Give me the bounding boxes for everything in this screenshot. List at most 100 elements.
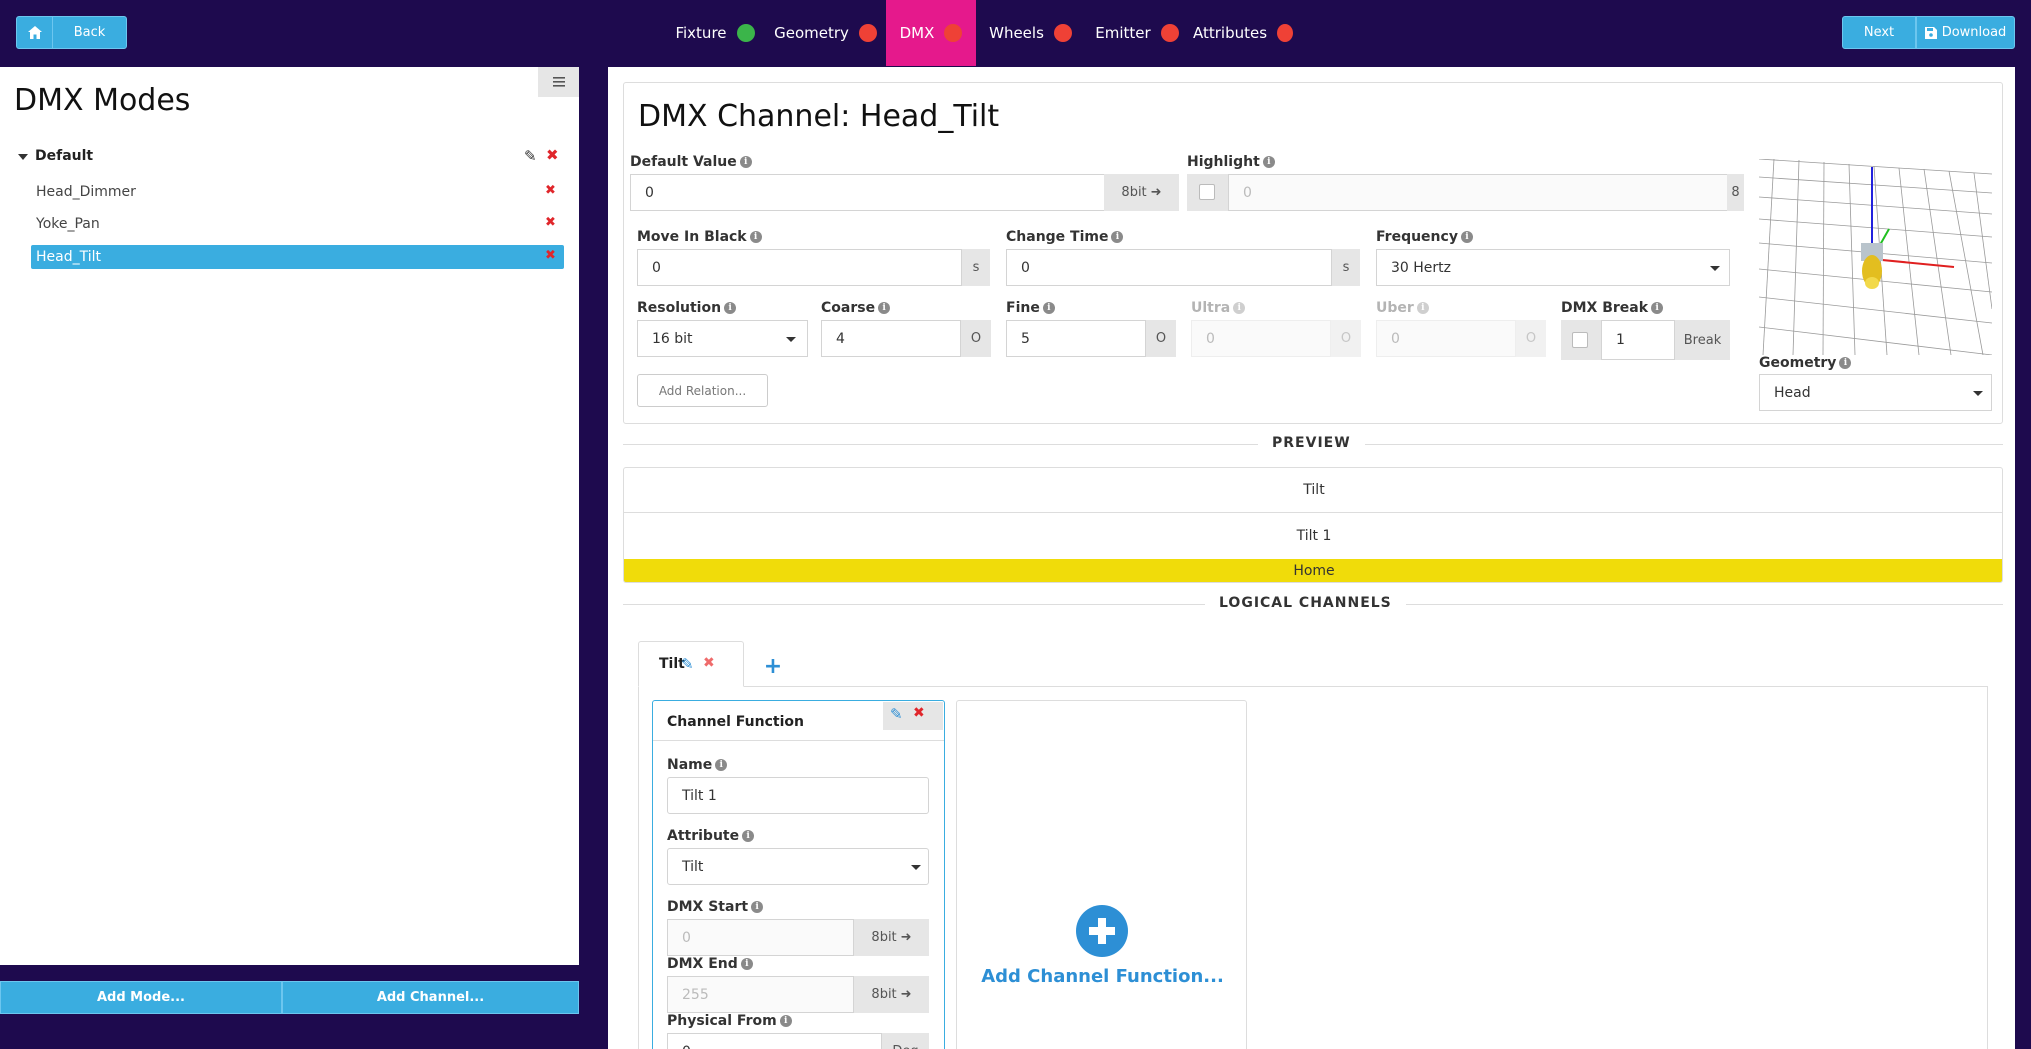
- chevron-right-icon: ➜: [900, 930, 912, 945]
- list-item[interactable]: Yoke_Pan ✖: [31, 211, 564, 237]
- delete-mode-icon[interactable]: ✖: [546, 146, 559, 164]
- highlight-checkbox[interactable]: [1199, 184, 1215, 200]
- mode-row-default[interactable]: Default ✎ ✖: [14, 145, 564, 171]
- attribute-select[interactable]: Tilt: [667, 848, 929, 885]
- bit-toggle-button[interactable]: 8bit ➜: [1104, 174, 1179, 211]
- plus-circle-icon: [1076, 905, 1128, 957]
- tab-fixture-label: Fixture: [675, 24, 727, 42]
- geometry-3d-preview[interactable]: [1758, 158, 1993, 356]
- chevron-right-icon: ➜: [1150, 185, 1162, 200]
- info-icon: i: [1233, 302, 1246, 314]
- status-error-icon: [1277, 24, 1293, 42]
- list-item[interactable]: Head_Dimmer ✖: [31, 179, 564, 205]
- status-error-icon: [1053, 24, 1072, 42]
- geometry-select[interactable]: Head: [1759, 374, 1992, 411]
- add-channel-function-button[interactable]: Add Channel Function...: [956, 700, 1247, 1049]
- preview-row-home: Home: [624, 559, 2002, 582]
- info-icon: i: [779, 1015, 792, 1027]
- info-icon: i: [878, 302, 891, 314]
- delete-channel-icon[interactable]: ✖: [545, 183, 556, 198]
- list-item-selected[interactable]: Head_Tilt ✖: [31, 245, 564, 269]
- dmx-start-input[interactable]: 0: [667, 919, 854, 956]
- logical-tabs-container: [638, 686, 1988, 1049]
- coarse-addon[interactable]: O: [961, 320, 991, 357]
- fine-addon[interactable]: O: [1146, 320, 1176, 357]
- info-icon: i: [740, 958, 753, 970]
- channel-card: DMX Channel: Head_Tilt Default Value i 0 …: [623, 82, 2003, 424]
- bit-toggle-button[interactable]: 8bit ➜: [854, 919, 929, 956]
- seconds-unit: s: [1332, 249, 1360, 286]
- preview-title: PREVIEW: [1258, 435, 1365, 451]
- next-button[interactable]: Next: [1842, 16, 1916, 49]
- highlight-input[interactable]: 0: [1228, 174, 1728, 211]
- edit-icon[interactable]: ✎: [890, 705, 903, 723]
- tab-geometry-label: Geometry: [774, 24, 849, 42]
- dmx-break-input[interactable]: 1: [1601, 320, 1675, 360]
- delete-channel-icon[interactable]: ✖: [545, 215, 556, 230]
- change-time-input[interactable]: 0: [1006, 249, 1332, 286]
- chevron-down-icon: [911, 865, 921, 870]
- fine-input[interactable]: 5: [1006, 320, 1146, 357]
- info-icon: i: [1042, 302, 1055, 314]
- fine-label: Fine i: [1006, 300, 1055, 316]
- channel-function-card: Channel Function ✎ ✖ Name i Tilt 1 Attrib…: [652, 700, 945, 1049]
- tab-logical-tilt[interactable]: Tilt ✎ ✖: [638, 641, 744, 687]
- info-icon: i: [724, 302, 737, 314]
- add-mode-button[interactable]: Add Mode...: [0, 981, 282, 1014]
- chevron-down-icon: [786, 337, 796, 342]
- geometry-label: Geometry i: [1759, 355, 1852, 371]
- ultra-input[interactable]: 0: [1191, 320, 1331, 357]
- channel-label: Yoke_Pan: [36, 216, 100, 232]
- tab-fixture[interactable]: Fixture: [670, 0, 760, 66]
- add-channel-function-label: Add Channel Function...: [981, 966, 1224, 987]
- dmx-end-input[interactable]: 255: [667, 976, 854, 1013]
- preview-row: Tilt 1: [1296, 527, 1332, 544]
- logical-channels-title: LOGICAL CHANNELS: [1205, 595, 1406, 611]
- menu-button[interactable]: [538, 67, 579, 97]
- add-logical-channel-button[interactable]: +: [763, 653, 783, 679]
- resolution-select[interactable]: 16 bit: [637, 320, 808, 357]
- default-value-label: Default Value i: [630, 154, 752, 170]
- name-input[interactable]: Tilt 1: [667, 777, 929, 814]
- move-in-black-input[interactable]: 0: [637, 249, 962, 286]
- close-icon[interactable]: ✖: [703, 655, 715, 671]
- info-icon: i: [739, 156, 752, 168]
- edit-icon[interactable]: ✎: [524, 147, 537, 165]
- info-icon: i: [1111, 231, 1124, 243]
- back-button[interactable]: Back: [52, 16, 127, 49]
- dmx-break-label: DMX Break i: [1561, 300, 1664, 316]
- physical-from-input[interactable]: 0: [667, 1033, 882, 1049]
- info-icon: i: [1262, 156, 1275, 168]
- dmx-start-label: DMX Start i: [667, 899, 764, 915]
- tab-geometry[interactable]: Geometry: [773, 0, 878, 66]
- tab-dmx[interactable]: DMX: [886, 0, 976, 66]
- mode-name: Default: [35, 148, 94, 164]
- delete-channel-icon[interactable]: ✖: [545, 248, 556, 263]
- dmx-end-label: DMX End i: [667, 956, 753, 972]
- tab-dmx-label: DMX: [899, 24, 935, 42]
- uber-input[interactable]: 0: [1376, 320, 1516, 357]
- ultra-addon: O: [1331, 320, 1361, 357]
- tab-emitter[interactable]: Emitter: [1088, 0, 1186, 66]
- tab-label: Tilt: [659, 656, 685, 672]
- add-channel-button[interactable]: Add Channel...: [282, 981, 579, 1014]
- bit-toggle-button[interactable]: 8bit ➜: [854, 976, 929, 1013]
- dmx-break-checkbox[interactable]: [1572, 332, 1588, 348]
- info-icon: i: [751, 901, 764, 913]
- info-icon: i: [1839, 357, 1852, 369]
- close-icon[interactable]: ✖: [913, 705, 925, 721]
- edit-icon[interactable]: ✎: [681, 655, 694, 673]
- download-button[interactable]: Download: [1916, 16, 2015, 49]
- tab-wheels[interactable]: Wheels: [983, 0, 1078, 66]
- coarse-input[interactable]: 4: [821, 320, 961, 357]
- add-relation-button[interactable]: Add Relation...: [637, 374, 768, 407]
- default-value-input[interactable]: 0: [630, 174, 1105, 211]
- tab-attributes[interactable]: Attributes: [1193, 0, 1293, 66]
- coarse-label: Coarse i: [821, 300, 891, 316]
- highlight-label: Highlight i: [1187, 154, 1275, 170]
- tab-wheels-label: Wheels: [989, 24, 1044, 42]
- status-ok-icon: [736, 24, 755, 42]
- home-button[interactable]: [16, 16, 53, 49]
- frequency-select[interactable]: 30 Hertz: [1376, 249, 1730, 286]
- chevron-right-icon: ➜: [900, 987, 912, 1002]
